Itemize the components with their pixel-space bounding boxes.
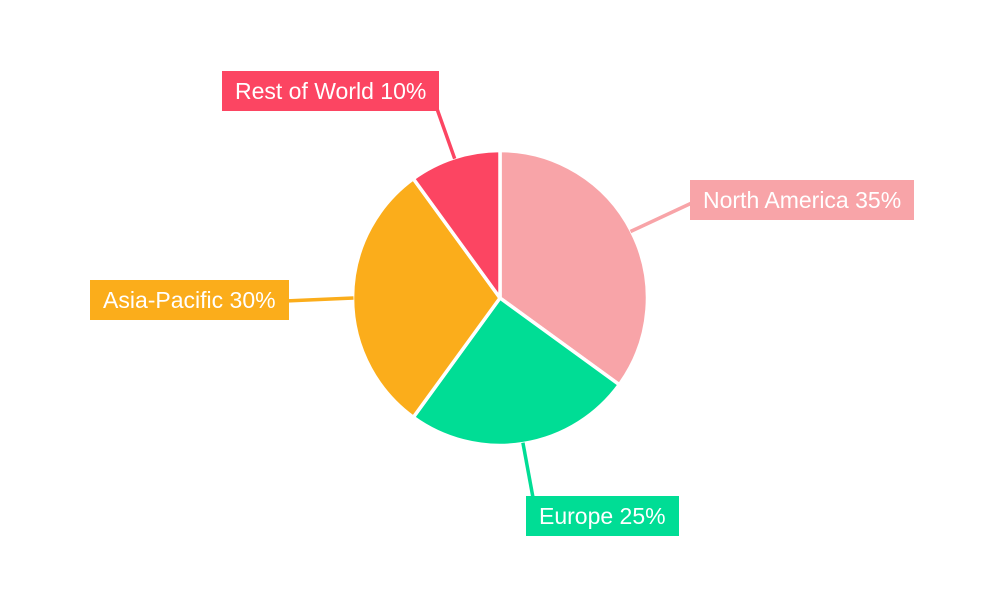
leader-line-europe	[521, 442, 536, 504]
leader-line-north-america	[629, 199, 697, 234]
leader-line-asia-pacific	[284, 296, 354, 303]
leader-line-rest-of-world	[434, 105, 457, 160]
slice-label-europe: Europe 25%	[526, 496, 679, 536]
slice-label-asia-pacific: Asia-Pacific 30%	[90, 280, 289, 320]
slice-label-north-america: North America 35%	[690, 180, 915, 220]
slice-label-rest-of-world: Rest of World 10%	[222, 71, 440, 111]
